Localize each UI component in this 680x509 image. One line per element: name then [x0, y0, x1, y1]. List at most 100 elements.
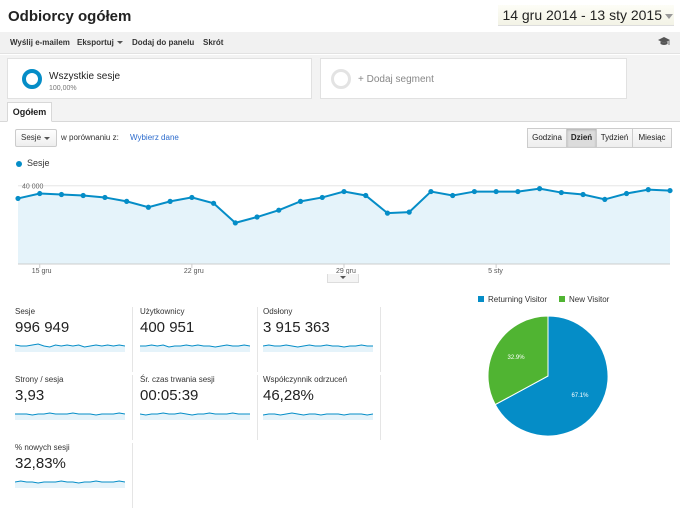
data-point — [384, 210, 391, 216]
add-segment-button[interactable]: + Dodaj segment — [320, 58, 627, 99]
shortcut-button[interactable]: Skrót — [203, 38, 224, 47]
sparkline-line — [263, 344, 373, 348]
period-week-button[interactable]: Tydzień — [596, 128, 633, 148]
sparkline-fill — [140, 413, 250, 420]
legend-swatch — [478, 296, 484, 302]
segment-all-sessions[interactable]: Wszystkie sesje 100,00% — [7, 58, 312, 99]
data-point — [580, 191, 586, 198]
data-point — [297, 198, 304, 204]
chevron-down-icon — [116, 41, 123, 45]
metric-label: Strony / sesja — [15, 375, 64, 384]
metric-label: Sesje — [15, 307, 36, 316]
sparkline — [263, 412, 373, 420]
data-point — [341, 188, 347, 195]
date-range-label: 14 gru 2014 - 13 sty 2015 — [502, 7, 662, 23]
metric-value: 996 949 — [15, 319, 70, 336]
metric-select-value: Sesje — [21, 133, 42, 142]
metric-label: Współczynnik odrzuceń — [263, 375, 348, 384]
pie-legend-returning: Returning Visitor — [478, 295, 547, 304]
data-point — [493, 188, 499, 195]
y-tick-label: 40 000 — [22, 184, 44, 191]
export-button[interactable]: Eksportuj — [77, 38, 123, 47]
data-point — [645, 187, 651, 193]
metric-value: 32,83% — [15, 455, 66, 472]
period-hour-button[interactable]: Godzina — [527, 128, 567, 148]
x-tick-label: 22 gru — [184, 268, 204, 275]
data-point — [537, 186, 543, 192]
sparkline — [140, 412, 250, 420]
x-tick-label: 15 gru — [32, 268, 52, 275]
report-toolbar: Wyślij e-mailem Eksportuj Dodaj do panel… — [0, 32, 680, 54]
segment-ring-icon — [22, 69, 42, 89]
data-point — [189, 194, 195, 201]
metric-value: 400 951 — [140, 319, 195, 336]
sparkline-fill — [15, 413, 125, 420]
sparkline — [15, 343, 125, 352]
segment-percentage: 100,00% — [49, 85, 77, 92]
sparkline — [263, 344, 373, 352]
data-point — [406, 209, 412, 215]
metric-avg-session-duration: Śr. czas trwania sesji 00:05:39 — [140, 375, 258, 440]
data-point — [450, 192, 456, 199]
metric-bounce-rate: Współczynnik odrzuceń 46,28% — [263, 375, 381, 440]
add-to-dashboard-button[interactable]: Dodaj do panelu — [132, 38, 195, 47]
visitor-type-pie-chart: 67.1% 32.9% — [487, 315, 609, 437]
sparkline — [140, 344, 250, 352]
data-point — [211, 200, 217, 206]
data-point — [15, 195, 21, 202]
pick-metric-link[interactable]: Wybierz dane — [130, 133, 179, 142]
legend-swatch — [559, 296, 565, 302]
x-tick-label: 29 gru — [336, 268, 356, 275]
chart-controls: Sesje w porównaniu z: Wybierz dane Godzi… — [0, 123, 680, 155]
compare-label: w porównaniu z: — [61, 133, 119, 142]
sparkline — [15, 412, 125, 420]
pie-legend-label: New Visitor — [569, 295, 610, 304]
metric-label: % nowych sesji — [15, 443, 70, 452]
metric-sessions: Sesje 996 949 — [15, 307, 133, 372]
data-point — [232, 220, 238, 226]
sparkline-line — [140, 344, 250, 348]
pie-slice — [487, 315, 549, 406]
sparkline — [15, 480, 125, 488]
sparkline-line — [15, 480, 125, 484]
pie-slice-label: 67.1% — [571, 393, 589, 399]
chart-expand-toggle[interactable] — [327, 274, 359, 283]
add-segment-label: + Dodaj segment — [358, 74, 434, 85]
chevron-down-icon — [665, 14, 673, 19]
data-point — [145, 204, 151, 210]
tab-overview[interactable]: Ogółem — [7, 102, 52, 122]
sparkline-line — [140, 412, 250, 416]
metric-value: 46,28% — [263, 387, 314, 404]
data-point — [37, 190, 43, 197]
sparkline-line — [15, 343, 125, 348]
data-point — [428, 188, 434, 195]
data-point — [124, 198, 130, 204]
export-label: Eksportuj — [77, 38, 114, 47]
metric-select[interactable]: Sesje — [15, 129, 57, 147]
period-month-button[interactable]: Miesiąc — [632, 128, 672, 148]
graduation-cap-icon[interactable] — [658, 37, 670, 47]
metric-value: 3 915 363 — [263, 319, 330, 336]
metric-pages-per-session: Strony / sesja 3,93 — [15, 375, 133, 440]
data-point — [276, 207, 282, 213]
legend-marker — [16, 161, 22, 167]
pie-slice-label: 32.9% — [508, 355, 526, 361]
metric-label: Odsłony — [263, 307, 293, 316]
data-point — [167, 198, 173, 204]
segment-bar: Wszystkie sesje 100,00% + Dodaj segment — [0, 55, 680, 102]
x-tick-label: 5 sty — [488, 268, 503, 275]
data-point — [471, 188, 477, 195]
pie-slice — [494, 315, 609, 437]
pie-legend-new: New Visitor — [559, 295, 609, 304]
metric-label: Użytkownicy — [140, 307, 185, 316]
date-range-picker[interactable]: 14 gru 2014 - 13 sty 2015 — [498, 5, 674, 26]
chevron-down-icon — [44, 137, 50, 140]
page-title: Odbiorcy ogółem — [8, 8, 132, 25]
period-day-button[interactable]: Dzień — [566, 128, 597, 148]
metric-pageviews: Odsłony 3 915 363 — [263, 307, 381, 372]
tab-row: Ogółem — [0, 102, 680, 122]
sparkline-fill — [263, 413, 373, 420]
data-point — [102, 194, 108, 201]
sparkline-fill — [263, 345, 373, 352]
email-button[interactable]: Wyślij e-mailem — [10, 38, 70, 47]
